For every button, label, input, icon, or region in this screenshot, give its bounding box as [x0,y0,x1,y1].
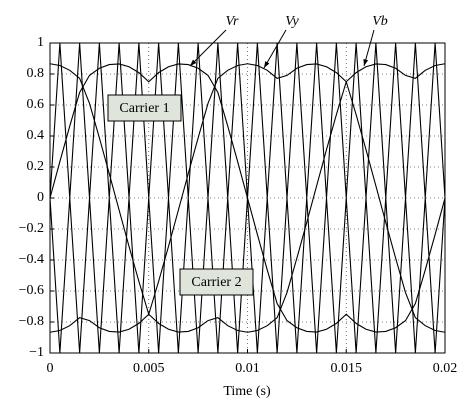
series-line [49,197,446,354]
y-tick-label: −0.2 [19,221,44,236]
series-line [49,63,446,333]
y-tick-label: 0.6 [27,97,45,112]
annotation-arrow [263,29,287,69]
arrow-head [264,61,270,68]
x-tick-label: 0 [47,361,54,376]
series-label: Carrier 2 [191,275,241,290]
y-tick-label: 0.2 [27,159,45,174]
y-tick-label: −1 [29,345,44,360]
x-tick-label: 0.02 [433,361,458,376]
y-tick-label: −0.4 [19,252,44,267]
annotation-arrow [189,29,227,67]
y-tick-label: −0.8 [19,314,44,329]
y-tick-label: 0.8 [27,66,45,81]
series-line [49,63,446,333]
y-tick-label: 0 [37,190,44,205]
x-tick-label: 0.01 [235,361,260,376]
y-tick-label: 0.4 [27,128,45,143]
arrow-head [190,59,197,66]
y-tick-label: −0.6 [19,283,44,298]
label-box [107,94,182,122]
series-label: Vr [226,14,240,29]
y-tick-label: 1 [37,35,44,50]
x-axis-label: Time (s) [223,384,271,399]
series-label: Vb [372,14,388,29]
plot-frame [49,42,446,354]
series-label: Vy [285,14,299,29]
label-box [179,268,254,296]
x-tick-label: 0.015 [331,361,363,376]
series-label: Carrier 1 [119,101,169,116]
arrow-head [363,59,369,66]
x-tick-label: 0.005 [133,361,165,376]
